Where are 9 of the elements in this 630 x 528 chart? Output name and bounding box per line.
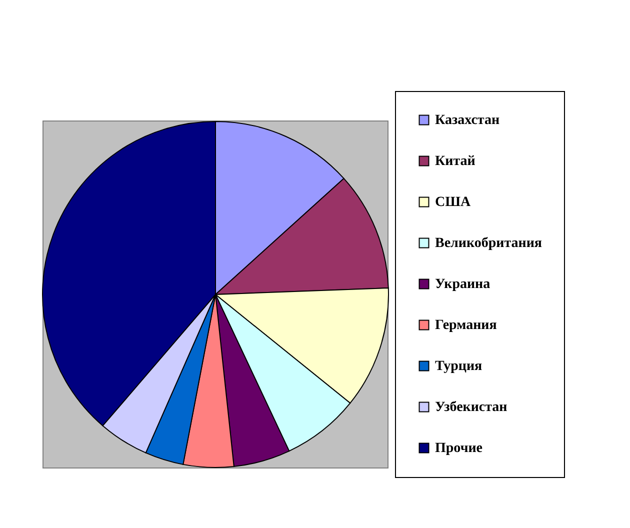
legend-label: США: [435, 195, 472, 210]
legend-label: Прочие: [435, 441, 482, 456]
legend-label: Великобритания: [435, 236, 542, 251]
legend-label: Украина: [435, 277, 490, 292]
legend-label: Германия: [435, 318, 498, 333]
legend-label: Китай: [435, 154, 476, 169]
legend-label: Узбекистан: [435, 400, 508, 415]
legend-label: Казахстан: [435, 113, 500, 128]
legend-label: Турция: [435, 359, 483, 374]
